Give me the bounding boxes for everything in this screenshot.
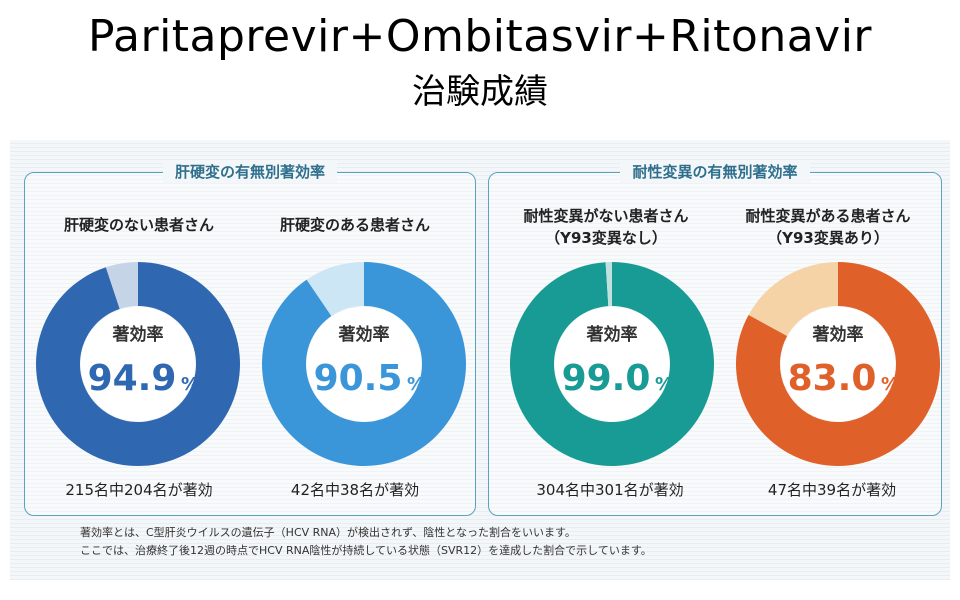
center-label-no-y93: 著効率 (587, 324, 638, 345)
slide-subtitle: 治験成績 (412, 72, 548, 112)
chart-caption-line: 肝硬変のない患者さん (63, 216, 214, 234)
donut-hole (781, 307, 895, 421)
chart-caption-no-cirrhosis: 肝硬変のない患者さん (34, 214, 244, 236)
count-no-y93: 304名中301名が著効 (536, 481, 684, 499)
donut-hole (307, 307, 421, 421)
donut-chart-cirrhosis: 著効率 90.5% (262, 262, 466, 466)
donut-slice-remainder-no-cirrhosis (105, 262, 138, 309)
chart-caption-line: 肝硬変のある患者さん (279, 216, 430, 234)
donut-chart-no-cirrhosis: 著効率 94.9% (36, 262, 240, 466)
count-y93: 47名中39名が著効 (767, 481, 897, 499)
donut-slice-response-no-y93 (510, 262, 714, 466)
value-label-y93: 83.0 (788, 358, 877, 399)
donut-slice-remainder-y93 (748, 262, 838, 337)
chart-caption-line: 耐性変異がない患者さん (523, 207, 689, 225)
donut-hole (81, 307, 195, 421)
center-label-no-cirrhosis: 著効率 (113, 324, 164, 345)
slide-title: Paritaprevir+Ombitasvir+Ritonavir (87, 11, 873, 62)
unit-label-y93: % (881, 374, 899, 395)
donut-chart-y93: 著効率 83.0% (736, 262, 940, 466)
donut-slice-response-y93 (736, 262, 940, 466)
donut-hole (555, 307, 669, 421)
footnote-svr12: ここでは、治療終了後12週の時点でHCV RNA陰性が持続している状態（SVR1… (80, 544, 652, 557)
chart-caption-line: （Y93変異なし） (545, 229, 667, 247)
donut-chart-no-y93: 著効率 99.0% (510, 262, 714, 466)
value-label-no-cirrhosis: 94.9 (88, 358, 177, 399)
panel-heading-cirrhosis: 肝硬変の有無別著効率 (162, 161, 337, 183)
panel-heading-resistance: 耐性変異の有無別著効率 (620, 161, 810, 183)
chart-caption-line: （Y93変異あり） (767, 229, 889, 247)
center-label-cirrhosis: 著効率 (339, 324, 390, 345)
chart-caption-line: 耐性変異がある患者さん (745, 207, 911, 225)
count-cirrhosis: 42名中38名が著効 (290, 481, 420, 499)
donut-slice-response-no-cirrhosis (36, 262, 240, 466)
value-label-cirrhosis: 90.5 (314, 358, 403, 399)
unit-label-no-y93: % (655, 374, 673, 395)
unit-label-no-cirrhosis: % (181, 374, 199, 395)
value-label-no-y93: 99.0 (562, 358, 651, 399)
donut-slice-response-cirrhosis (262, 262, 466, 466)
donut-slice-remainder-no-y93 (605, 262, 612, 307)
count-no-cirrhosis: 215名中204名が著効 (65, 481, 213, 499)
chart-caption-y93: 耐性変異がある患者さん （Y93変異あり） (718, 205, 938, 249)
unit-label-cirrhosis: % (407, 374, 425, 395)
chart-caption-no-y93: 耐性変異がない患者さん （Y93変異なし） (496, 205, 716, 249)
footnote-definition: 著効率とは、C型肝炎ウイルスの遺伝子（HCV RNA）が検出されず、陰性となった… (80, 526, 576, 539)
chart-caption-cirrhosis: 肝硬変のある患者さん (250, 214, 460, 236)
center-label-y93: 著効率 (813, 324, 864, 345)
donut-slice-remainder-cirrhosis (306, 262, 364, 317)
